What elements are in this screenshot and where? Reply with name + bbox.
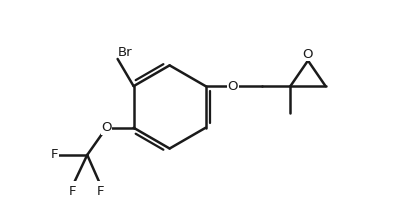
Text: O: O (101, 121, 111, 134)
Text: F: F (69, 185, 77, 198)
Text: Br: Br (118, 46, 132, 59)
Text: F: F (97, 185, 104, 198)
Text: O: O (303, 48, 313, 60)
Text: F: F (51, 148, 58, 161)
Text: O: O (228, 80, 238, 93)
